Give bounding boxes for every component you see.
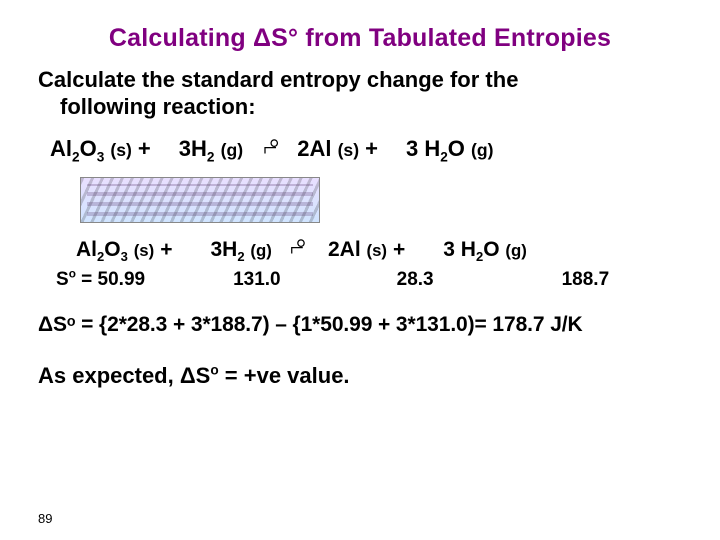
plus-2: + <box>359 136 386 162</box>
value-p2: 188.7 <box>562 269 610 291</box>
reaction-arrow-icon: ⌐° <box>243 135 297 163</box>
so-label: So = 50.99 <box>56 269 145 291</box>
reaction-arrow-icon-2: ⌐° <box>272 235 328 263</box>
problem-prompt: Calculate the standard entropy change fo… <box>38 67 682 121</box>
page-number: 89 <box>38 511 52 526</box>
reaction-equation-2: Al2O3 (s) + 3H2 (g) ⌐° 2Al (s) + 3 H2O (… <box>38 235 682 263</box>
value-p1: 28.3 <box>397 269 434 291</box>
plus-2b: + <box>387 238 413 262</box>
conclusion-line: As expected, ΔSo = +ve value. <box>38 363 682 389</box>
product-1b: 2Al (s) <box>328 238 387 262</box>
plus-1b: + <box>154 238 180 262</box>
delta-s-calculation: ΔSᵒ = {2*28.3 + 3*188.7) – {1*50.99 + 3*… <box>38 313 682 337</box>
embedded-image-placeholder <box>80 177 320 223</box>
value-r1: 50.99 <box>98 269 146 290</box>
reactant-2: 3H2 (g) <box>179 136 243 162</box>
delta-symbol: Δ <box>38 313 53 336</box>
plus-1: + <box>132 136 159 162</box>
entropy-values-row: So = 50.99 131.0 28.3 188.7 <box>38 269 682 291</box>
page-title: Calculating ΔS° from Tabulated Entropies <box>38 24 682 53</box>
product-2: 3 H2O (g) <box>406 136 494 162</box>
prompt-line-1: Calculate the standard entropy change fo… <box>38 67 518 92</box>
reactant-2b: 3H2 (g) <box>210 238 271 262</box>
reactant-1: Al2O3 (s) <box>50 136 132 162</box>
product-2b: 3 H2O (g) <box>443 238 527 262</box>
product-1: 2Al (s) <box>297 136 359 162</box>
reaction-equation-1: Al2O3 (s) + 3H2 (g) ⌐° 2Al (s) + 3 H2O (… <box>38 135 682 163</box>
reactant-1b: Al2O3 (s) <box>76 238 154 262</box>
prompt-line-2: following reaction: <box>38 94 682 121</box>
value-r2: 131.0 <box>233 269 281 291</box>
